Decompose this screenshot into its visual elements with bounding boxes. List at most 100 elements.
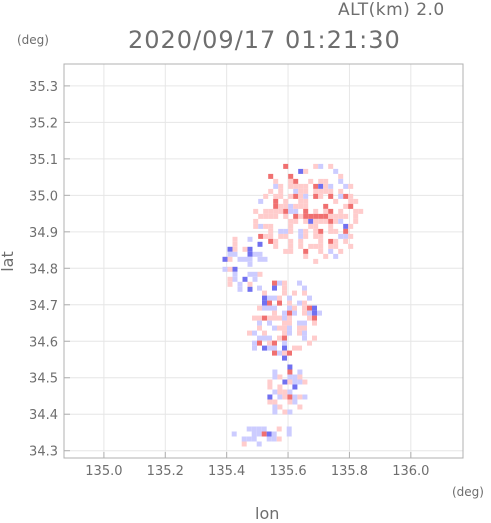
heatmap-cell — [328, 228, 334, 234]
heatmap-cell — [312, 310, 317, 316]
heatmap-cell — [292, 374, 298, 380]
heatmap-cell — [258, 233, 264, 239]
heatmap-cell — [328, 188, 334, 194]
heatmap-cell — [277, 389, 283, 395]
heatmap-cell — [338, 213, 344, 219]
heatmap-cell — [297, 325, 302, 331]
heatmap-cell — [353, 198, 359, 204]
heatmap-cell — [247, 236, 253, 242]
heatmap-cell — [328, 193, 334, 199]
heatmap-cell — [297, 369, 303, 375]
y-tick-label: 34.5 — [29, 372, 58, 387]
x-tick-label: 135.2 — [147, 464, 184, 479]
heatmap-cell — [287, 325, 292, 331]
heatmap-cell — [262, 305, 267, 311]
y-tick-label: 34.4 — [29, 408, 58, 423]
heatmap-cell — [266, 431, 272, 437]
heatmap-cell — [252, 345, 257, 351]
heatmap-cell — [262, 290, 267, 296]
heatmap-cell — [282, 280, 287, 286]
heatmap-cell — [252, 271, 258, 277]
heatmap-cell — [313, 213, 319, 219]
heatmap-cell — [333, 218, 339, 224]
heatmap-cell — [313, 233, 319, 239]
heatmap-cell — [303, 228, 309, 234]
x-tick-label: 135.6 — [269, 464, 306, 479]
heatmap-cell — [298, 188, 304, 194]
heatmap-cell — [318, 213, 324, 219]
heatmap-cell — [302, 320, 307, 326]
heatmap-cell — [313, 218, 319, 224]
heatmap-cell — [263, 223, 269, 229]
heatmap-cell — [338, 233, 344, 239]
heatmap-cell — [308, 178, 314, 184]
heatmap-cell — [258, 213, 264, 219]
heatmap-cell — [348, 193, 354, 199]
heatmap-cell — [257, 256, 263, 262]
heatmap-cell — [348, 198, 354, 204]
heatmap-cell — [318, 163, 324, 169]
heatmap-cell — [298, 183, 304, 189]
heatmap-cell — [298, 213, 304, 219]
heatmap-cell — [302, 325, 307, 331]
heatmap-cell — [262, 256, 268, 262]
heatmap-cell — [338, 193, 344, 199]
y-tick-label: 35.1 — [29, 153, 58, 168]
heatmap-cell — [227, 266, 233, 272]
y-unit-label: (deg) — [17, 33, 49, 47]
heatmap-cell — [287, 374, 293, 380]
heatmap-cell — [227, 256, 233, 262]
heatmap-cell — [251, 436, 257, 442]
heatmap-cell — [283, 163, 289, 169]
heatmap-cell — [318, 238, 324, 244]
heatmap-cell — [287, 364, 293, 370]
heatmap-cell — [292, 394, 298, 400]
heatmap-cell — [297, 379, 303, 385]
y-tick-label: 34.3 — [29, 445, 58, 460]
heatmap-cell — [282, 355, 287, 361]
heatmap-cell — [297, 404, 303, 410]
heatmap-cell — [282, 340, 287, 346]
heatmap-cell — [333, 198, 339, 204]
heatmap-cell — [318, 248, 324, 254]
heatmap-cell — [273, 183, 279, 189]
heatmap-cell — [256, 426, 262, 432]
heatmap-cell — [252, 276, 258, 282]
heatmap-cell — [333, 238, 339, 244]
heatmap-cell — [283, 208, 289, 214]
heatmap-cell — [277, 315, 282, 321]
heatmap-cell — [272, 295, 277, 301]
heatmap-cell — [312, 320, 317, 326]
heatmap-cell — [348, 223, 354, 229]
heatmap-cell — [338, 188, 344, 194]
heatmap-cell — [252, 251, 258, 257]
heatmap-cell — [277, 335, 282, 341]
heatmap-cell — [267, 335, 272, 341]
heatmap-cell — [242, 276, 248, 282]
heatmap-cell — [282, 335, 287, 341]
heatmap-cell — [288, 203, 294, 209]
heatmap-cell — [282, 409, 288, 415]
heatmap-cell — [293, 203, 299, 209]
heatmap-cell — [287, 310, 292, 316]
heatmap-cell — [278, 228, 284, 234]
heatmap-cell — [303, 218, 309, 224]
timestamp-title: 2020/09/17 01:21:30 — [128, 26, 401, 54]
heatmap-cell — [297, 320, 302, 326]
heatmap-cell — [298, 233, 304, 239]
heatmap-cell — [267, 399, 273, 405]
heatmap-cell — [338, 248, 344, 254]
heatmap-cell — [273, 243, 279, 249]
heatmap-cell — [273, 178, 279, 184]
heatmap-cell — [287, 394, 293, 400]
x-unit-label: (deg) — [452, 485, 484, 499]
heatmap-cell — [267, 320, 272, 326]
heatmap-cell — [277, 374, 283, 380]
heatmap-cell — [251, 426, 257, 432]
heatmap-cell — [273, 203, 279, 209]
heatmap-cell — [277, 384, 283, 390]
heatmap-cell — [262, 295, 267, 301]
heatmap-cell — [267, 305, 272, 311]
heatmap-cell — [343, 193, 349, 199]
heatmap-cell — [303, 188, 309, 194]
